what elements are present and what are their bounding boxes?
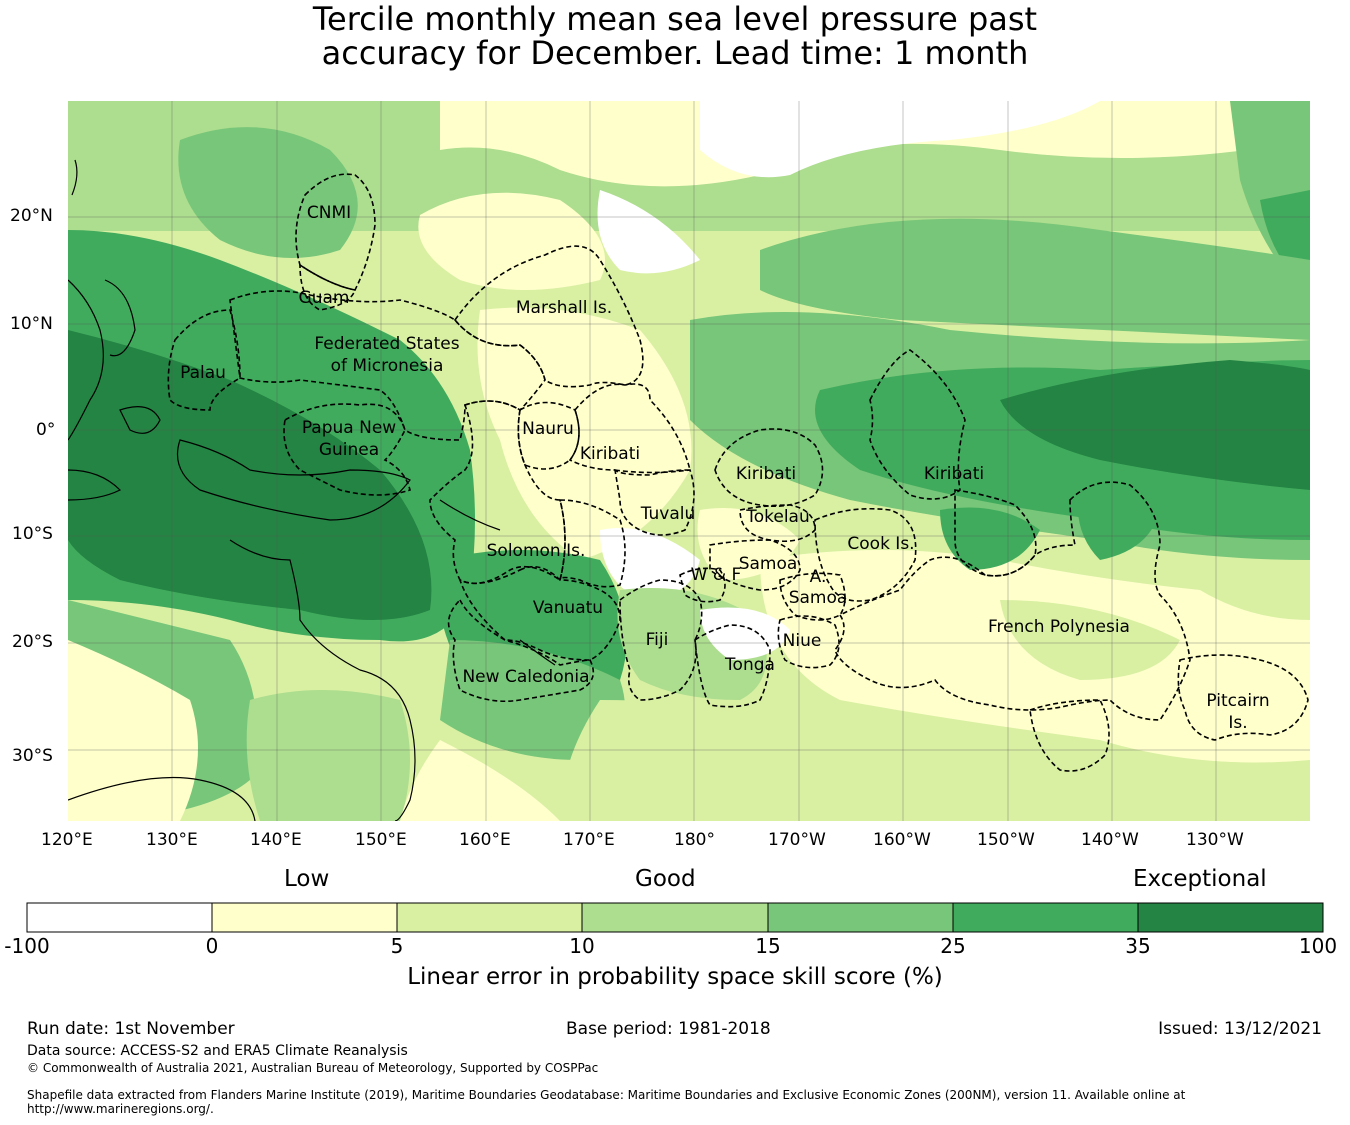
label-new-caledonia: New Caledonia [462, 667, 589, 687]
lat-label-10s: 10°S [12, 524, 53, 544]
label-pitcairn-line1: Pitcairn [1206, 691, 1269, 711]
lat-label-10n: 10°N [10, 314, 53, 334]
colorbar-tick: 0 [205, 934, 219, 958]
label-fiji: Fiji [646, 630, 669, 650]
colorbar-segment-6 [953, 903, 1138, 932]
colorbar-segment-1 [27, 903, 212, 932]
label-tuvalu: Tuvalu [640, 504, 696, 524]
skill-field [68, 101, 1310, 821]
lon-label-140w: 140°W [1081, 830, 1139, 850]
label-wallis-futuna: W & F [691, 565, 742, 585]
lat-label-30s: 30°S [12, 746, 53, 766]
label-pitcairn-line2: Is. [1228, 713, 1247, 733]
base-period: Base period: 1981-2018 [566, 1019, 771, 1039]
label-kiribati-east: Kiribati [924, 464, 984, 484]
category-good: Good [635, 866, 696, 892]
colorbar-segment-3 [397, 903, 582, 932]
copyright: © Commonwealth of Australia 2021, Austra… [27, 1061, 599, 1075]
label-fsm-line2: of Micronesia [331, 356, 444, 376]
lon-label-170w: 170°W [768, 830, 826, 850]
colorbar [26, 902, 1324, 933]
lat-label-20s: 20°S [12, 632, 53, 652]
lon-label-160e: 160°E [459, 830, 511, 850]
lon-label-170e: 170°E [563, 830, 615, 850]
colorbar-segment-2 [212, 903, 397, 932]
label-palau: Palau [180, 363, 226, 383]
label-cook-is: Cook Is. [847, 534, 914, 554]
lon-label-150w: 150°W [977, 830, 1035, 850]
colorbar-segment-7 [1138, 903, 1323, 932]
lon-label-150e: 150°E [355, 830, 407, 850]
label-marshall-is: Marshall Is. [516, 298, 612, 318]
colorbar-tick: 35 [1125, 934, 1151, 958]
colorbar-tick: 10 [569, 934, 595, 958]
label-american-samoa-line1: A. [810, 567, 827, 587]
map-title-line1: Tercile monthly mean sea level pressure … [312, 0, 1038, 38]
label-vanuatu: Vanuatu [533, 598, 603, 618]
data-source: Data source: ACCESS-S2 and ERA5 Climate … [27, 1043, 408, 1059]
label-nauru: Nauru [522, 419, 574, 439]
lat-label-20n: 20°N [10, 206, 53, 226]
colorbar-tick: 5 [390, 934, 404, 958]
label-kiribati-central: Kiribati [736, 464, 796, 484]
eez-boundaries [167, 173, 1309, 772]
shapefile-credit: Shapefile data extracted from Flanders M… [27, 1088, 1186, 1102]
graticule [68, 101, 1310, 821]
label-cnmi: CNMI [307, 203, 351, 223]
label-samoa: Samoa [739, 554, 798, 574]
label-solomon-is: Solomon Is. [487, 541, 586, 561]
label-fsm-line1: Federated States [314, 334, 459, 354]
colorbar-segment-5 [768, 903, 953, 932]
colorbar-label: Linear error in probability space skill … [407, 964, 943, 990]
category-exceptional: Exceptional [1133, 866, 1267, 892]
colorbar-segment-4 [582, 903, 768, 932]
label-guam: Guam [299, 288, 350, 308]
label-png-line2: Guinea [319, 440, 379, 460]
label-tokelau: Tokelau [745, 507, 810, 527]
coastlines [68, 159, 556, 821]
label-niue: Niue [783, 631, 822, 651]
colorbar-tick: 15 [755, 934, 781, 958]
label-kiribati-west: Kiribati [580, 444, 640, 464]
colorbar-tick: 25 [940, 934, 966, 958]
lon-label-130e: 130°E [146, 830, 198, 850]
lon-label-130w: 130°W [1186, 830, 1244, 850]
category-low: Low [284, 866, 330, 892]
lat-label-0: 0° [36, 420, 56, 440]
map-title-line2: accuracy for December. Lead time: 1 mont… [321, 34, 1029, 72]
lon-label-180: 180° [674, 830, 715, 850]
label-png-line1: Papua New [302, 418, 396, 438]
lon-label-120e: 120°E [41, 830, 93, 850]
lon-label-160w: 160°W [873, 830, 931, 850]
label-tonga: Tonga [724, 655, 775, 675]
lon-label-140e: 140°E [250, 830, 302, 850]
region-labels: CNMI Guam Marshall Is. Federated States … [180, 203, 1270, 733]
label-french-polynesia: French Polynesia [988, 617, 1130, 637]
issued-date: Issued: 13/12/2021 [1158, 1019, 1322, 1039]
run-date: Run date: 1st November [27, 1019, 235, 1039]
colorbar-tick: -100 [4, 934, 50, 958]
label-american-samoa-line2: Samoa [789, 588, 848, 608]
shapefile-url: http://www.marineregions.org/. [27, 1102, 214, 1116]
colorbar-tick: 100 [1298, 934, 1338, 958]
